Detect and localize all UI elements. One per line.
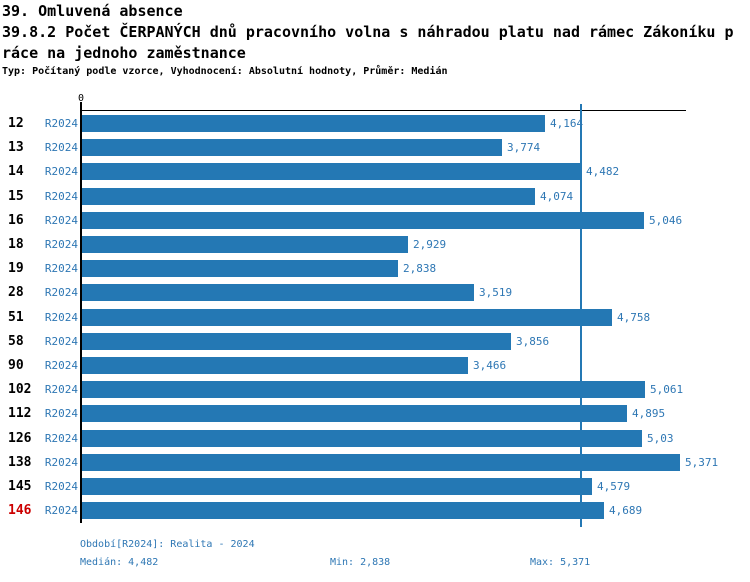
row-series-label: R2024 <box>44 383 78 396</box>
row-series-label: R2024 <box>44 456 78 469</box>
row-category-label: 102 <box>8 382 32 397</box>
max-stat-label: Max: 5,371 <box>530 557 591 568</box>
bar <box>82 115 545 132</box>
chart-row: 138 R2024 5,371 <box>0 454 750 471</box>
bar-value-label: 3,519 <box>479 286 513 299</box>
chart-row: 28 R2024 3,519 <box>0 284 750 301</box>
bar <box>82 502 604 519</box>
bar-value-label: 4,482 <box>586 165 620 178</box>
bar <box>82 236 408 253</box>
row-series-label: R2024 <box>44 359 78 372</box>
median-stat-label: Medián: 4,482 <box>80 557 159 568</box>
row-series-label: R2024 <box>44 214 78 227</box>
bar <box>82 260 398 277</box>
bar-value-label: 5,03 <box>647 432 674 445</box>
bar-value-label: 4,074 <box>540 190 574 203</box>
row-category-label: 16 <box>8 213 24 228</box>
report-title-line1: 39.8.2 Počet ČERPANÝCH dnů pracovního vo… <box>2 23 734 41</box>
row-series-label: R2024 <box>44 480 78 493</box>
row-category-label: 112 <box>8 406 32 421</box>
row-series-label: R2024 <box>44 407 78 420</box>
report-title-line2: ráce na jednoho zaměstnance <box>2 44 246 62</box>
row-category-label: 126 <box>8 431 32 446</box>
row-category-label: 145 <box>8 479 32 494</box>
bar-value-label: 5,046 <box>649 214 683 227</box>
bar-value-label: 4,895 <box>632 407 666 420</box>
row-series-label: R2024 <box>44 117 78 130</box>
row-category-label: 146 <box>8 503 32 518</box>
chart-row: 90 R2024 3,466 <box>0 357 750 374</box>
row-category-label: 19 <box>8 261 24 276</box>
row-series-label: R2024 <box>44 262 78 275</box>
bar <box>82 212 644 229</box>
row-series-label: R2024 <box>44 238 78 251</box>
row-series-label: R2024 <box>44 165 78 178</box>
chart-row: 51 R2024 4,758 <box>0 309 750 326</box>
bar <box>82 478 592 495</box>
row-series-label: R2024 <box>44 190 78 203</box>
bar-value-label: 5,371 <box>685 456 719 469</box>
bar <box>82 430 642 447</box>
row-series-label: R2024 <box>44 141 78 154</box>
bar <box>82 405 627 422</box>
chart-row: 126 R2024 5,03 <box>0 430 750 447</box>
row-series-label: R2024 <box>44 504 78 517</box>
bar-value-label: 4,758 <box>617 311 651 324</box>
row-series-label: R2024 <box>44 311 78 324</box>
bar <box>82 381 645 398</box>
min-stat-label: Min: 2,838 <box>330 557 391 568</box>
chart-row: 146 R2024 4,689 <box>0 502 750 519</box>
bar <box>82 454 680 471</box>
chart-row: 12 R2024 4,164 <box>0 115 750 132</box>
bar-value-label: 2,929 <box>413 238 447 251</box>
report-section-title: 39. Omluvená absence <box>2 2 183 20</box>
bar-value-label: 2,838 <box>403 262 437 275</box>
chart-row: 16 R2024 5,046 <box>0 212 750 229</box>
bar-value-label: 4,164 <box>550 117 584 130</box>
bar <box>82 309 612 326</box>
row-category-label: 14 <box>8 164 24 179</box>
bar <box>82 333 511 350</box>
row-category-label: 58 <box>8 334 24 349</box>
bar <box>82 284 474 301</box>
bar-value-label: 4,689 <box>609 504 643 517</box>
period-label: Období[R2024]: Realita - 2024 <box>80 539 255 550</box>
chart-row: 15 R2024 4,074 <box>0 188 750 205</box>
row-series-label: R2024 <box>44 286 78 299</box>
x-axis-top-line <box>82 110 686 111</box>
chart-row: 58 R2024 3,856 <box>0 333 750 350</box>
bar <box>82 139 502 156</box>
row-category-label: 18 <box>8 237 24 252</box>
y-axis-line <box>80 102 82 523</box>
chart-row: 18 R2024 2,929 <box>0 236 750 253</box>
chart-row: 145 R2024 4,579 <box>0 478 750 495</box>
row-series-label: R2024 <box>44 335 78 348</box>
row-category-label: 138 <box>8 455 32 470</box>
bar-value-label: 3,466 <box>473 359 507 372</box>
row-category-label: 51 <box>8 310 24 325</box>
bar <box>82 163 581 180</box>
bar-value-label: 3,856 <box>516 335 550 348</box>
row-category-label: 15 <box>8 189 24 204</box>
report-meta-line: Typ: Počítaný podle vzorce, Vyhodnocení:… <box>2 66 448 77</box>
bar-value-label: 4,579 <box>597 480 631 493</box>
chart-row: 13 R2024 3,774 <box>0 139 750 156</box>
row-series-label: R2024 <box>44 432 78 445</box>
chart-row: 14 R2024 4,482 <box>0 163 750 180</box>
chart-row: 112 R2024 4,895 <box>0 405 750 422</box>
row-category-label: 90 <box>8 358 24 373</box>
bar <box>82 357 468 374</box>
row-category-label: 13 <box>8 140 24 155</box>
axis-zero-label: 0 <box>77 93 85 104</box>
bar <box>82 188 535 205</box>
chart-row: 102 R2024 5,061 <box>0 381 750 398</box>
row-category-label: 12 <box>8 116 24 131</box>
bar-value-label: 5,061 <box>650 383 684 396</box>
chart-row: 19 R2024 2,838 <box>0 260 750 277</box>
bar-value-label: 3,774 <box>507 141 541 154</box>
row-category-label: 28 <box>8 285 24 300</box>
